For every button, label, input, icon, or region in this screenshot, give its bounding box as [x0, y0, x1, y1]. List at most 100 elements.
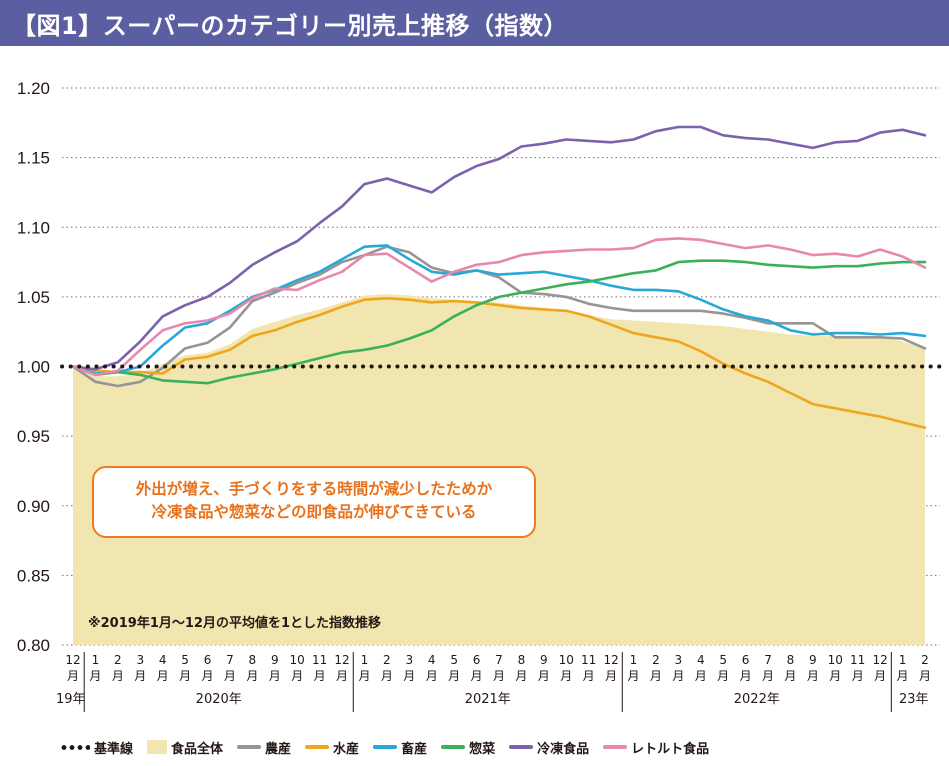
y-tick-labels: 0.80 0.85 0.90 0.95 1.00 1.05 1.10 1.15 1.20: [17, 79, 50, 655]
x-tick-label-unit: 月: [829, 669, 841, 683]
x-tick-label: 5: [450, 653, 458, 667]
annotation-line-2: 冷凍食品や惣菜などの即食品が伸びてきている: [151, 503, 477, 521]
x-tick-label-unit: 月: [134, 669, 146, 683]
x-tick-label: 7: [226, 653, 234, 667]
x-axis: 12月1月2月3月4月5月6月7月8月9月10月11月12月1月2月3月4月5月…: [56, 652, 931, 712]
x-tick-label-unit: 月: [358, 669, 370, 683]
y-tick-label: 1.05: [17, 288, 50, 307]
x-tick-label-unit: 月: [67, 669, 79, 683]
x-year-label: 2022年: [734, 692, 780, 707]
legend-label: 水産: [333, 741, 360, 757]
x-tick-label-unit: 月: [448, 669, 460, 683]
y-tick-label: 1.00: [17, 358, 50, 377]
x-tick-label: 7: [495, 653, 503, 667]
x-tick-label-unit: 月: [515, 669, 527, 683]
x-tick-label-unit: 月: [740, 669, 752, 683]
legend-item-total: 食品全体: [147, 738, 223, 757]
x-tick-label: 7: [764, 653, 772, 667]
x-tick-label-unit: 月: [112, 669, 124, 683]
legend-label: 食品全体: [171, 741, 224, 757]
x-tick-label: 6: [204, 653, 212, 667]
x-tick-label: 12: [65, 653, 80, 667]
chart-title: 【図1】スーパーのカテゴリー別売上推移（指数）: [12, 12, 568, 40]
x-tick-label: 12: [872, 653, 887, 667]
legend-item-agri: 農産: [237, 738, 291, 757]
x-tick-label: 6: [742, 653, 750, 667]
x-tick-label-unit: 月: [336, 669, 348, 683]
x-tick-label-unit: 月: [291, 669, 303, 683]
legend-swatch-retort: [603, 745, 628, 749]
x-tick-label-unit: 月: [538, 669, 550, 683]
x-tick-label-unit: 月: [627, 669, 639, 683]
x-tick-label-unit: 月: [717, 669, 729, 683]
x-tick-label-unit: 月: [605, 669, 617, 683]
x-tick-label-unit: 月: [583, 669, 595, 683]
x-tick-label-unit: 月: [695, 669, 707, 683]
legend-swatch-agri: [237, 745, 262, 749]
x-tick-label: 11: [850, 653, 865, 667]
legend-label: 畜産: [401, 741, 428, 757]
legend-swatch-baseline: [60, 744, 90, 750]
series-line-deli: [71, 259, 927, 385]
legend-swatch-frozen: [509, 745, 534, 749]
x-tick-label: 10: [559, 653, 574, 667]
y-tick-label: 0.80: [17, 636, 50, 655]
x-tick-label: 2: [652, 653, 660, 667]
y-tick-label: 0.85: [17, 566, 50, 585]
x-tick-label-unit: 月: [179, 669, 191, 683]
legend-item-frozen: 冷凍食品: [509, 738, 589, 757]
x-tick-label-unit: 月: [493, 669, 505, 683]
x-tick-label: 11: [581, 653, 596, 667]
x-tick-label-unit: 月: [471, 669, 483, 683]
x-tick-label-unit: 月: [919, 669, 931, 683]
legend: 基準線 食品全体 農産 水産 畜産 惣菜 冷凍食品 レトルト食品: [60, 736, 723, 758]
y-tick-label: 1.10: [17, 218, 50, 237]
x-tick-label: 2: [383, 653, 391, 667]
x-year-label: 23年: [899, 692, 929, 707]
title-bar: 【図1】スーパーのカテゴリー別売上推移（指数）: [0, 0, 949, 46]
x-tick-label: 4: [159, 653, 167, 667]
legend-swatch-fish: [305, 745, 330, 749]
legend-item-retort: レトルト食品: [603, 738, 709, 757]
series-line-retort: [71, 237, 927, 377]
legend-item-meat: 畜産: [373, 738, 427, 757]
x-tick-label: 12: [603, 653, 618, 667]
y-tick-label: 0.95: [17, 427, 50, 446]
x-tick-label: 1: [92, 653, 100, 667]
x-tick-label-unit: 月: [852, 669, 864, 683]
x-tick-label: 9: [809, 653, 817, 667]
x-tick-label-unit: 月: [650, 669, 662, 683]
x-tick-label-unit: 月: [897, 669, 909, 683]
x-tick-label-unit: 月: [314, 669, 326, 683]
x-tick-label-unit: 月: [224, 669, 236, 683]
x-tick-label: 2: [921, 653, 929, 667]
series-line-agri: [71, 245, 927, 388]
x-tick-label: 8: [787, 653, 795, 667]
x-tick-label: 8: [249, 653, 257, 667]
legend-label: レトルト食品: [631, 741, 710, 757]
x-tick-label-unit: 月: [269, 669, 281, 683]
annotation-line-1: 外出が増え、手づくりをする時間が減少したためか: [135, 480, 493, 498]
x-tick-label-unit: 月: [381, 669, 393, 683]
legend-item-baseline: 基準線: [60, 738, 133, 757]
x-tick-label-unit: 月: [807, 669, 819, 683]
x-tick-label-unit: 月: [874, 669, 886, 683]
x-tick-label-unit: 月: [762, 669, 774, 683]
legend-swatch-total: [147, 740, 168, 754]
x-tick-label: 4: [428, 653, 436, 667]
x-tick-label: 9: [271, 653, 279, 667]
y-tick-label: 1.15: [17, 149, 50, 168]
x-tick-label: 12: [334, 653, 349, 667]
x-tick-label-unit: 月: [403, 669, 415, 683]
x-tick-label-unit: 月: [426, 669, 438, 683]
legend-label: 農産: [265, 741, 292, 757]
x-tick-label: 6: [473, 653, 481, 667]
x-year-label: 2021年: [465, 692, 511, 707]
y-tick-label: 1.20: [17, 79, 50, 98]
legend-label: 基準線: [94, 741, 134, 757]
x-tick-label: 1: [899, 653, 907, 667]
index-note: ※2019年1月〜12月の平均値を1とした指数推移: [88, 616, 382, 631]
x-tick-label: 3: [675, 653, 683, 667]
x-tick-label: 11: [312, 653, 327, 667]
